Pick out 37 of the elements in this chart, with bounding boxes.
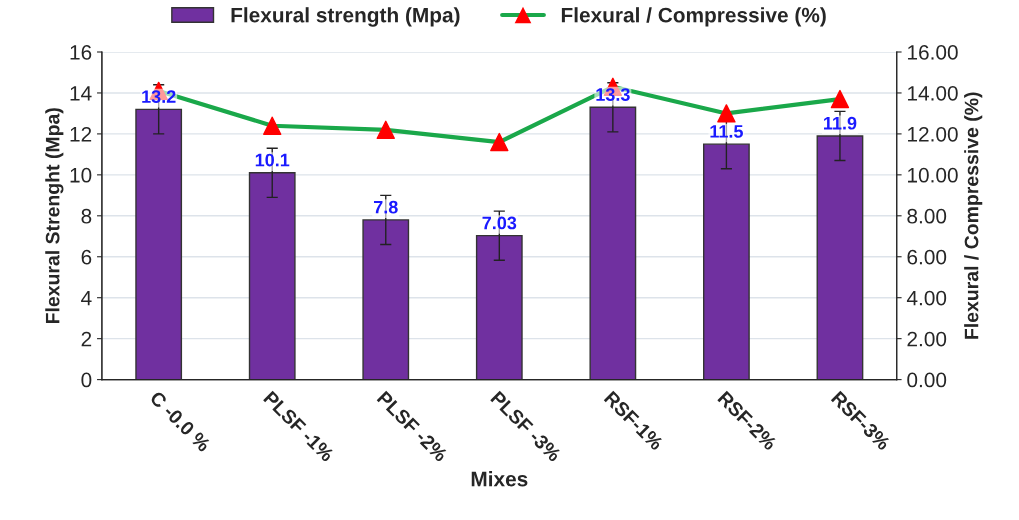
data-label: 11.5 <box>710 125 743 138</box>
point <box>830 89 850 109</box>
y-tick-label: 12 <box>70 126 92 142</box>
data-label: 7.8 <box>373 200 398 214</box>
legend-label: Flexural strength (Mpa) <box>231 7 460 27</box>
legend-label: Flexural / Compressive (%) <box>561 7 826 27</box>
y-tick-label: 16 <box>70 45 92 60</box>
data-label: 13.3 <box>596 88 630 101</box>
point <box>717 104 736 123</box>
y-tick-label: 8 <box>81 208 92 224</box>
data-label: 7.03 <box>482 216 517 230</box>
y-axis-title: Flexural Strenght (Mpa) <box>45 108 64 324</box>
bar <box>248 172 296 380</box>
y-tick-label: 2 <box>81 331 92 347</box>
data-label: 11.9 <box>824 116 857 130</box>
y-tick-label: 4 <box>81 290 92 306</box>
y-tick-label: 10 <box>70 167 92 183</box>
y-tick-label: 14 <box>70 86 92 101</box>
y2-tick-label: 6.00 <box>907 249 947 265</box>
point <box>490 132 509 152</box>
y2-tick-label: 8.00 <box>907 208 947 224</box>
point <box>263 116 282 135</box>
y2-tick-label: 16.00 <box>908 45 958 60</box>
data-label: 10.1 <box>255 153 290 167</box>
y2-tick-label: 4.00 <box>906 290 947 306</box>
y2-tick-label: 10.00 <box>908 167 958 183</box>
data-label: 13.2 <box>142 90 176 104</box>
point <box>376 120 395 140</box>
y2-axis-title: Flexural / Compressive (%) <box>964 92 983 339</box>
y2-tick-label: 12.00 <box>908 126 958 142</box>
x-tick-label: C -0.0 % <box>149 390 212 453</box>
y2-tick-label: 14.00 <box>908 85 958 101</box>
x-axis-title: Mixes <box>471 471 528 487</box>
y2-tick-label: 2.00 <box>907 331 947 347</box>
y-tick-label: 6 <box>81 249 92 265</box>
y2-tick-label: 0.00 <box>907 372 947 388</box>
y-tick-label: 0 <box>81 372 92 388</box>
